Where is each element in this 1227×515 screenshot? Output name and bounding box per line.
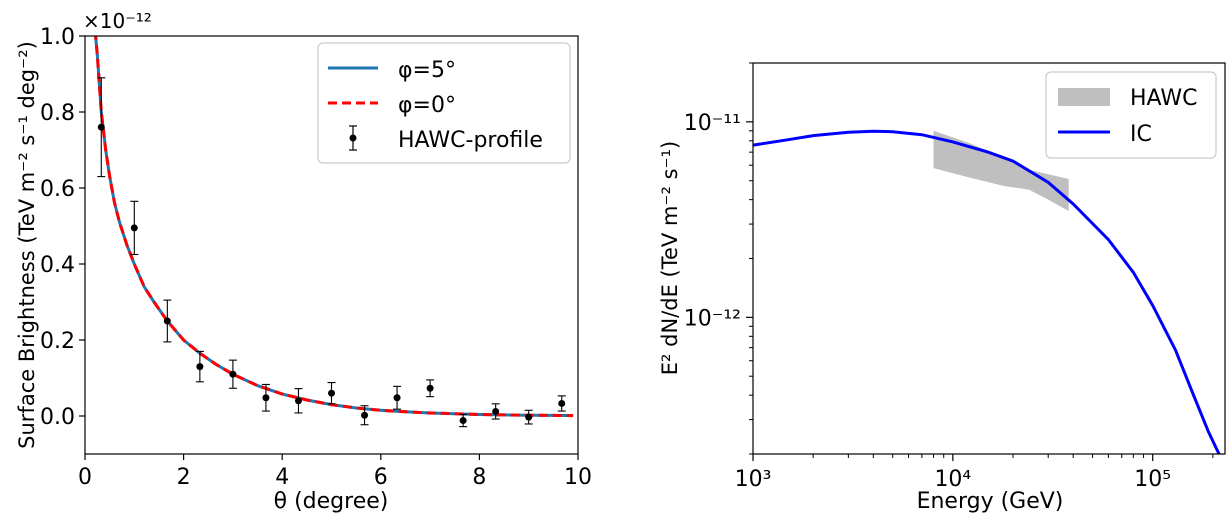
legend-label-ic: IC (1130, 122, 1152, 147)
data-marker (558, 399, 566, 407)
hawc-profile-point (557, 395, 566, 412)
data-marker (525, 413, 533, 421)
legend-label-phi0: φ=0° (398, 93, 456, 118)
left-points-layer (97, 77, 566, 428)
x-tick-label: 10 (564, 465, 592, 490)
hawc-profile-point (491, 403, 500, 420)
hawc-profile-point (228, 359, 237, 389)
data-marker (229, 370, 237, 378)
legend-swatch-band (1058, 88, 1110, 106)
y-tick-label: 0.8 (40, 101, 75, 126)
hawc-profile-point (360, 405, 369, 426)
data-marker (361, 411, 369, 419)
data-marker (262, 394, 270, 402)
y-tick-label: 0.2 (40, 329, 75, 354)
left-y-axis-label: Surface Brightness (TeV m⁻² s⁻¹ deg⁻²) (15, 41, 39, 449)
data-marker (97, 123, 105, 131)
right-chart-panel: 10³ 10⁴ 10⁵ 10⁻¹² 10⁻¹¹ Energy (GeV) E² dN/… (658, 62, 1226, 514)
data-marker (328, 389, 335, 397)
data-marker (492, 407, 500, 415)
hawc-profile-point (393, 385, 402, 410)
left-x-axis-label: θ (degree) (274, 489, 389, 514)
x-tick-label: 10⁴ (934, 467, 971, 492)
hawc-profile-point (327, 382, 336, 405)
ic-spectrum-line (753, 129, 1221, 454)
y-tick-label: 10⁻¹¹ (684, 111, 741, 136)
left-y-multiplier: ×10⁻¹² (83, 9, 152, 33)
right-legend: HAWC IC (1045, 71, 1217, 159)
series-phi0-line (94, 36, 574, 418)
legend-label-hawc: HAWC (1130, 86, 1198, 111)
y-tick-label: 0.0 (40, 405, 75, 430)
hawc-profile-point (195, 350, 204, 383)
right-y-ticks: 10⁻¹² 10⁻¹¹ (684, 62, 753, 455)
data-marker (163, 317, 171, 325)
hawc-profile-point (524, 409, 533, 425)
hawc-profile-point (459, 413, 468, 428)
x-tick-label: 0 (78, 465, 92, 490)
legend-swatch-errorbar (349, 125, 357, 151)
y-tick-label: 1.0 (40, 25, 75, 50)
right-series-layer (753, 129, 1221, 454)
left-legend-box (317, 42, 571, 164)
x-tick-label: 4 (275, 465, 289, 490)
x-tick-label: 2 (177, 465, 191, 490)
legend-label-hawc-profile: HAWC-profile (398, 128, 543, 153)
data-marker (294, 397, 302, 405)
y-tick-label: 0.4 (40, 253, 75, 278)
left-legend: φ=5° φ=0° HAWC-profile (317, 42, 571, 164)
data-marker (393, 394, 401, 402)
y-tick-label: 10⁻¹² (684, 306, 741, 331)
left-y-ticks: 0.0 0.2 0.4 0.6 0.8 1.0 (40, 25, 85, 430)
left-chart-panel: 0 2 4 6 8 10 0.0 0.2 0.4 0.6 0.8 1.0 ×10⁻¹² θ (deg… (15, 9, 592, 514)
hawc-band-area (933, 130, 1069, 211)
hawc-profile-point (261, 383, 270, 412)
x-tick-label: 10³ (735, 467, 772, 492)
data-marker (426, 384, 434, 392)
data-marker (196, 363, 204, 371)
data-marker (130, 224, 138, 232)
legend-label-phi5: φ=5° (398, 58, 456, 83)
right-x-ticks: 10³ 10⁴ 10⁵ (735, 454, 1214, 492)
left-x-ticks: 0 2 4 6 8 10 (78, 454, 592, 490)
hawc-profile-point (426, 379, 435, 398)
x-tick-label: 8 (472, 465, 486, 490)
x-tick-label: 6 (374, 465, 388, 490)
hawc-profile-point (97, 77, 106, 178)
data-marker (459, 417, 467, 425)
left-series-layer (94, 36, 574, 418)
x-tick-label: 10⁵ (1134, 467, 1171, 492)
hawc-profile-point (294, 388, 303, 414)
hawc-profile-point (163, 299, 172, 343)
hawc-profile-point (130, 200, 139, 256)
left-plot-frame (84, 35, 579, 455)
right-x-axis-label: Energy (GeV) (917, 489, 1064, 514)
y-tick-label: 0.6 (40, 177, 75, 202)
right-y-axis-label: E² dN/dE (TeV m⁻² s⁻¹) (658, 141, 682, 375)
